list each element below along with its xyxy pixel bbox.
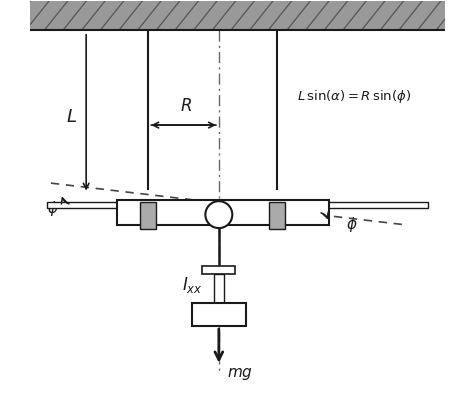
Bar [117, 200, 329, 225]
Text: $mg$: $mg$ [227, 366, 253, 382]
Ellipse shape [205, 201, 232, 228]
Bar [192, 303, 246, 326]
Text: $R$: $R$ [180, 97, 192, 115]
Text: $\phi$: $\phi$ [47, 198, 59, 218]
Bar [214, 274, 224, 303]
Bar [30, 1, 445, 30]
Bar [269, 202, 285, 228]
Bar [141, 202, 156, 228]
Text: $L\,\sin(\alpha) = R\,\sin(\phi)$: $L\,\sin(\alpha) = R\,\sin(\phi)$ [296, 87, 411, 104]
Text: $L$: $L$ [66, 108, 77, 126]
Bar [202, 266, 236, 274]
Text: $\phi$: $\phi$ [346, 215, 357, 234]
Bar [47, 202, 428, 208]
Text: $I_{xx}$: $I_{xx}$ [181, 275, 202, 295]
